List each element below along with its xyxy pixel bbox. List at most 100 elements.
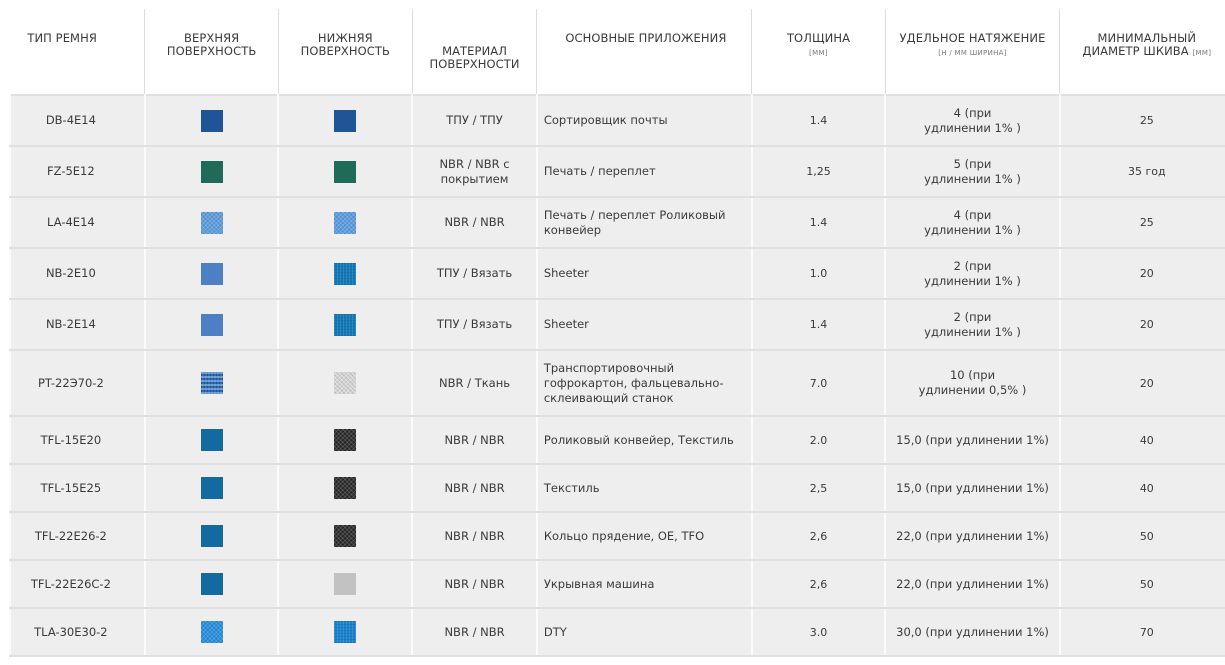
cell-material: NBR / NBR [411,607,538,657]
top-surface-swatch [200,429,223,451]
header-row: ТИП РЕМНЯ ВЕРХНЯЯ ПОВЕРХНОСТЬ НИЖНЯЯ ПОВ… [10,9,1225,95]
cell-belt-type: TFL-15E25 [9,463,146,513]
cell-applications: Печать / переплет Роликовый конвейер [535,196,753,249]
header-min-diameter-label: МИНИМАЛЬНЫЙ ДИАМЕТР ШКИВА [1082,31,1197,58]
tension-line-2: удлинении 1% ) [924,222,1021,237]
tension-line-1: 4 (при [953,207,992,222]
header-thickness-label: ТОЛЩИНА [786,31,851,45]
header-thickness: ТОЛЩИНА [ММ] [751,9,886,95]
tension-line-2: удлинении 1% ) [924,273,1021,288]
bottom-surface-swatch [334,477,357,499]
header-bottom-surface-label: НИЖНЯЯ ПОВЕРХНОСТЬ [300,31,391,58]
cell-tension: 4 (при удлинении 1% ) [884,94,1061,147]
cell-thickness: 1.4 [750,196,887,249]
top-surface-swatch [200,621,223,643]
cell-applications: DTY [535,607,753,657]
material-line-1: NBR / NBR с [439,156,510,171]
bottom-surface-swatch [334,160,357,183]
table-row: PT-22Э70-2 NBR / Ткань Транспортировочны… [9,349,1225,417]
table-header: ТИП РЕМНЯ ВЕРХНЯЯ ПОВЕРХНОСТЬ НИЖНЯЯ ПОВ… [10,9,1225,95]
cell-thickness: 1.4 [750,94,887,147]
top-surface-swatch [200,477,223,499]
cell-min-diameter: 50 [1058,559,1225,609]
cell-applications: Sheeter [535,298,753,351]
table-row: NB-2E10 ТПУ / Вязать Sheeter 1.0 2 (при у… [9,247,1225,300]
cell-min-diameter: 40 [1058,463,1225,513]
cell-material: NBR / NBR [411,463,538,513]
tension-line-2: удлинении 0,5% ) [918,383,1027,397]
table-row: TFL-22E26C-2 NBR / NBR Укрывная машина 2… [9,559,1225,609]
cell-thickness: 1.0 [750,247,887,300]
cell-applications: Кольцо прядение, OE, TFO [535,511,753,561]
bottom-surface-swatch [334,372,357,394]
cell-thickness: 1,25 [750,145,887,198]
tension-line-2: удлинении 1% ) [924,324,1021,339]
header-top-surface-label: ВЕРХНЯЯ ПОВЕРХНОСТЬ [166,31,257,58]
cell-min-diameter: 25 [1058,94,1225,147]
cell-tension: 5 (при удлинении 1% ) [884,145,1061,198]
cell-belt-type: LA-4E14 [9,196,146,249]
cell-top-surface [143,247,280,300]
header-tension-label: УДЕЛЬНОЕ НАТЯЖЕНИЕ [899,31,1046,45]
top-surface-swatch [200,160,223,183]
tension-line-2: удлинении 1% ) [924,120,1021,135]
cell-material: NBR / NBR [411,511,538,561]
cell-min-diameter: 35 год [1058,145,1225,198]
cell-belt-type: TFL-22E26C-2 [9,559,146,609]
cell-material: NBR / Ткань [411,349,538,417]
cell-belt-type: NB-2E10 [9,247,146,300]
cell-tension: 22,0 (при удлинении 1%) [884,559,1061,609]
cell-tension: 30,0 (при удлинении 1%) [884,607,1061,657]
belt-specs-table: ТИП РЕМНЯ ВЕРХНЯЯ ПОВЕРХНОСТЬ НИЖНЯЯ ПОВ… [9,9,1225,657]
header-tension: УДЕЛЬНОЕ НАТЯЖЕНИЕ [Н / ММ ШИРИНА] [885,9,1061,95]
applications-line-1: Транспортировочный [543,360,675,375]
tension-line-1: 4 (при [953,105,992,120]
cell-bottom-surface [277,511,414,561]
bottom-surface-swatch [334,621,357,643]
table-row: DB-4E14 ТПУ / ТПУ Сортировщик почты 1.4 … [9,94,1225,147]
bottom-surface-swatch [334,211,357,234]
cell-belt-type: TLA-30E30-2 [9,607,146,657]
table-row: TLA-30E30-2 NBR / NBR DTY 3.0 30,0 (при … [9,607,1225,657]
top-surface-swatch [200,525,223,547]
cell-min-diameter: 20 [1058,349,1225,417]
cell-tension: 15,0 (при удлинении 1%) [884,415,1061,465]
cell-material: NBR / NBR [411,415,538,465]
cell-min-diameter: 20 [1058,247,1225,300]
tension-line-1: 2 (при [953,309,992,324]
cell-tension: 15,0 (при удлинении 1%) [884,463,1061,513]
cell-min-diameter: 70 [1058,607,1225,657]
header-applications: ОСНОВНЫЕ ПРИЛОЖЕНИЯ [536,9,753,95]
cell-applications: Текстиль [535,463,753,513]
tension-line-1: 10 (при [949,368,996,382]
cell-material: ТПУ / Вязать [411,247,538,300]
header-belt-type: ТИП РЕМНЯ [10,9,146,95]
cell-top-surface [143,463,280,513]
applications-line-3: склеивающий станок [543,390,674,405]
cell-min-diameter: 50 [1058,511,1225,561]
table-row: NB-2E14 ТПУ / Вязать Sheeter 1.4 2 (при у… [9,298,1225,351]
cell-min-diameter: 40 [1058,415,1225,465]
header-belt-type-label: ТИП РЕМНЯ [27,31,97,45]
bottom-surface-swatch [334,109,357,132]
cell-thickness: 7.0 [750,349,887,417]
belt-table-container: ТИП РЕМНЯ ВЕРХНЯЯ ПОВЕРХНОСТЬ НИЖНЯЯ ПОВ… [9,9,1225,657]
cell-applications: Сортировщик почты [535,94,753,147]
top-surface-swatch [200,262,223,285]
cell-thickness: 2,6 [750,559,887,609]
cell-material: ТПУ / ТПУ [411,94,538,147]
cell-applications: Укрывная машина [535,559,753,609]
table-row: TFL-15E25 NBR / NBR Текстиль 2,5 15,0 (п… [9,463,1225,513]
cell-thickness: 3.0 [750,607,887,657]
cell-belt-type: TFL-15E20 [9,415,146,465]
header-min-diameter: МИНИМАЛЬНЫЙ ДИАМЕТР ШКИВА [ММ] [1059,9,1225,95]
header-min-diameter-unit: [ММ] [1192,49,1212,57]
cell-bottom-surface [277,94,414,147]
cell-applications: Транспортировочный гофрокартон, фальцевал… [535,349,753,417]
cell-min-diameter: 25 [1058,196,1225,249]
cell-bottom-surface [277,196,414,249]
cell-tension: 22,0 (при удлинении 1%) [884,511,1061,561]
cell-belt-type: TFL-22E26-2 [9,511,146,561]
cell-material: NBR / NBR с покрытием [411,145,538,198]
applications-line-2: конвейер [543,222,602,237]
